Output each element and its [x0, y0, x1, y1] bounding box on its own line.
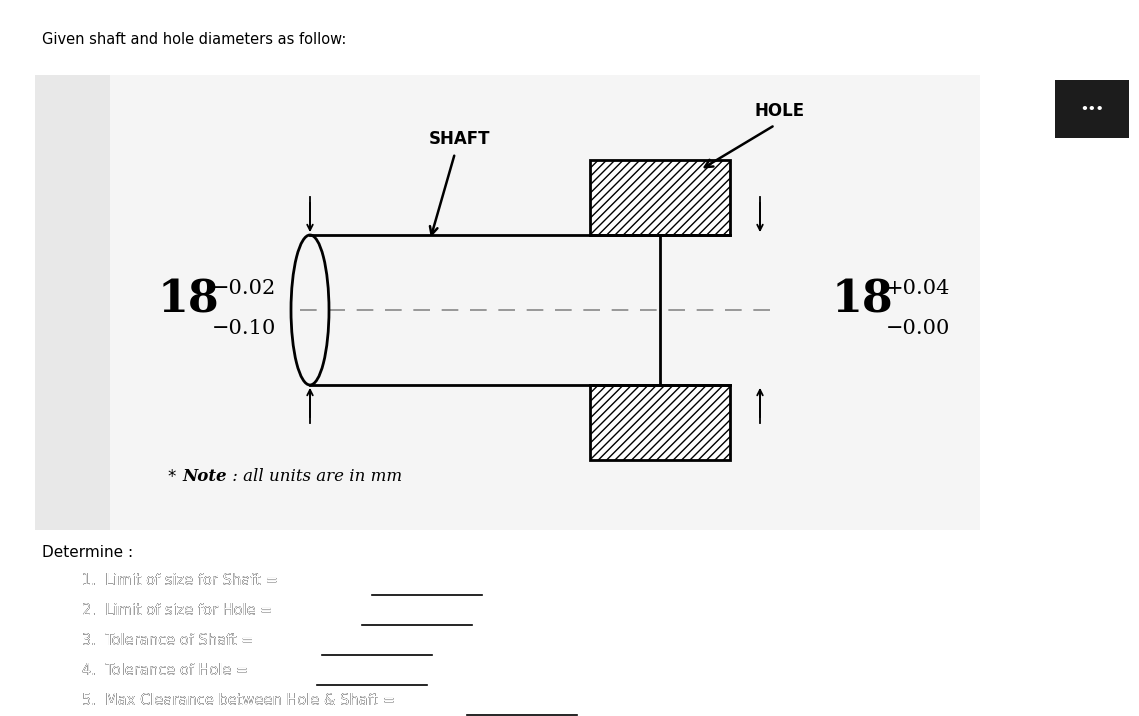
- Text: : all units are in mm: : all units are in mm: [227, 468, 402, 485]
- Text: •••: •••: [1080, 102, 1104, 115]
- Text: 5.  Max Clearance between Hole & Shaft =: 5. Max Clearance between Hole & Shaft =: [82, 693, 400, 708]
- Text: 1.  Limit of size for Shaft = ________: 1. Limit of size for Shaft = ________: [82, 573, 342, 589]
- Polygon shape: [590, 385, 730, 460]
- Text: HOLE: HOLE: [755, 102, 805, 120]
- Text: −0.10: −0.10: [212, 319, 277, 337]
- Text: 3.  Tolerance of Shaft =: 3. Tolerance of Shaft =: [82, 633, 259, 648]
- Bar: [35, 75, 110, 530]
- Bar: [110, 75, 980, 530]
- Text: 2.  Limit of size for Hole =: 2. Limit of size for Hole =: [82, 603, 277, 618]
- Text: 2.  Limit of size for Hole =: 2. Limit of size for Hole =: [82, 603, 277, 618]
- Text: 5.  Max Clearance between Hole & Shaft =: 5. Max Clearance between Hole & Shaft =: [82, 693, 400, 708]
- Text: 2.  Limit of size for Hole = ________: 2. Limit of size for Hole = ________: [82, 603, 336, 619]
- Text: 1.  Limit of size for Shaft =: 1. Limit of size for Shaft =: [82, 573, 282, 588]
- Text: 1.  Limit of size for Shaft =: 1. Limit of size for Shaft =: [82, 573, 282, 588]
- Bar: [1055, 80, 1129, 138]
- Text: Determine :: Determine :: [42, 545, 133, 560]
- Text: 4.  Tolerance of Hole =: 4. Tolerance of Hole =: [82, 663, 253, 678]
- Polygon shape: [590, 160, 730, 235]
- Text: 3.  Tolerance of Shaft =: 3. Tolerance of Shaft =: [82, 633, 259, 648]
- Text: Note: Note: [182, 468, 227, 485]
- Text: 5.  Max Clearance between Hole & Shaft = ________: 5. Max Clearance between Hole & Shaft = …: [82, 693, 459, 710]
- Text: −0.02: −0.02: [212, 279, 277, 298]
- Text: *: *: [167, 468, 187, 486]
- Text: 3.  Tolerance of Shaft = ________: 3. Tolerance of Shaft = ________: [82, 633, 317, 649]
- Text: SHAFT: SHAFT: [429, 130, 491, 148]
- Text: 18: 18: [158, 279, 220, 321]
- Text: 4.  Tolerance of Hole =: 4. Tolerance of Hole =: [82, 663, 253, 678]
- Text: −0.00: −0.00: [886, 319, 950, 337]
- Text: 18: 18: [831, 279, 894, 321]
- Text: Given shaft and hole diameters as follow:: Given shaft and hole diameters as follow…: [42, 32, 346, 47]
- Text: 4.  Tolerance of Hole = ________: 4. Tolerance of Hole = ________: [82, 663, 312, 679]
- Text: +0.04: +0.04: [886, 279, 950, 298]
